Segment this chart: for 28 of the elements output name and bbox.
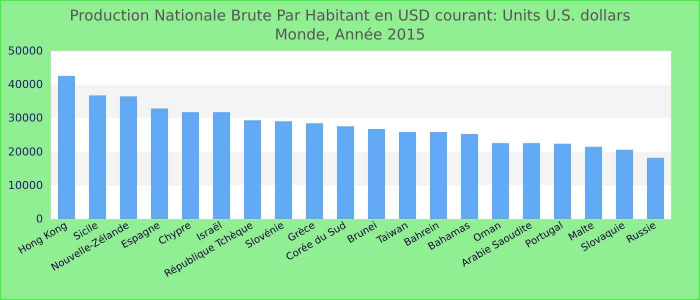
bar (368, 128, 386, 219)
bar (212, 112, 230, 219)
bar (554, 144, 572, 219)
bar (88, 95, 106, 219)
bar (616, 150, 634, 219)
bar (460, 134, 478, 219)
bar (120, 96, 138, 219)
bar (150, 108, 168, 219)
bar (492, 143, 510, 219)
y-tick-label: 30000 (8, 112, 43, 125)
y-tick-label: 20000 (8, 145, 43, 158)
bar (336, 126, 354, 219)
bar (430, 132, 448, 219)
y-tick-label: 10000 (8, 178, 43, 192)
bar (398, 132, 416, 219)
bar (646, 158, 664, 219)
y-tick-label: 50000 (8, 44, 43, 58)
chart-subtitle: Monde, Année 2015 (274, 26, 426, 44)
y-tick-label: 0 (36, 212, 43, 226)
bar (58, 76, 76, 219)
bar (182, 112, 200, 219)
bar (244, 120, 262, 219)
bar (274, 121, 292, 219)
chart-title: Production Nationale Brute Par Habitant en USD courant: Units U.S. dollars (70, 6, 631, 24)
bar (306, 123, 324, 219)
bar (522, 143, 540, 219)
bar (584, 146, 602, 219)
y-tick-label: 40000 (8, 78, 43, 92)
